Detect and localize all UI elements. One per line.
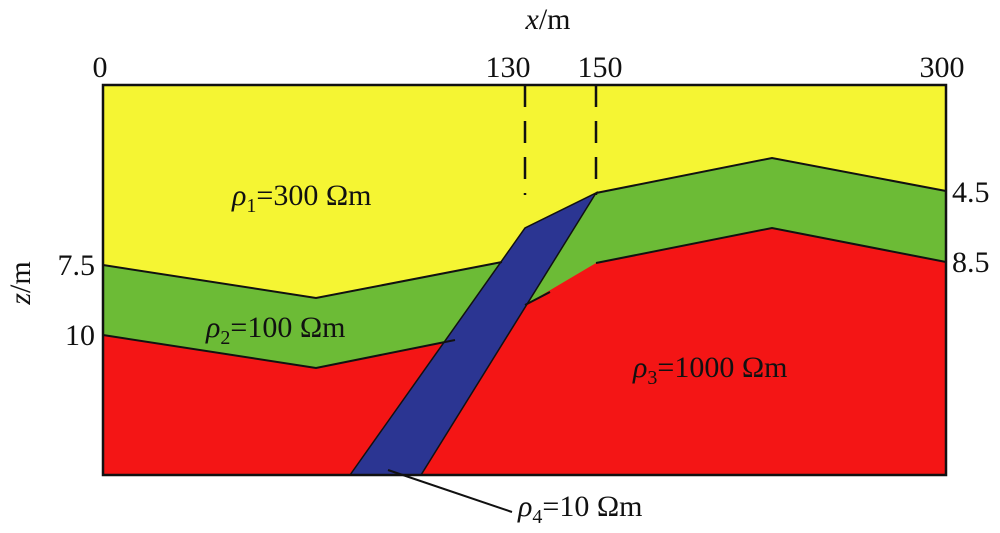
z-tick-label-right: 4.5: [952, 176, 990, 209]
layer-4-label: ρ4=10 Ωm: [517, 490, 642, 528]
layer-1-2-boundary-right: [595, 156, 947, 194]
x-tick-label: 130: [486, 51, 531, 84]
layer-1-label: ρ1=300 Ωm: [231, 179, 371, 217]
layer-1-2-boundary: [102, 261, 503, 300]
z-tick-label-left: 10: [65, 319, 95, 352]
layer-3-region: [103, 228, 946, 475]
layer-2-3-boundary-far-right: [595, 226, 947, 264]
x-tick-label: 0: [93, 51, 108, 84]
layer-4-leader-line: [387, 469, 513, 513]
layer-2-label: ρ2=100 Ωm: [205, 311, 345, 349]
z-axis-title: z/m: [4, 261, 37, 305]
z-tick-label-right: 8.5: [952, 246, 990, 279]
z-tick-label-left: 7.5: [58, 249, 96, 282]
layer-3-label: ρ3=1000 Ωm: [632, 351, 787, 389]
x-tick-label: 150: [578, 51, 623, 84]
layer-2-3-boundary-right: [524, 291, 551, 306]
x-tick-label: 300: [920, 51, 965, 84]
layer-2-3-boundary: [102, 334, 456, 370]
x-axis-title: x/m: [525, 3, 571, 36]
